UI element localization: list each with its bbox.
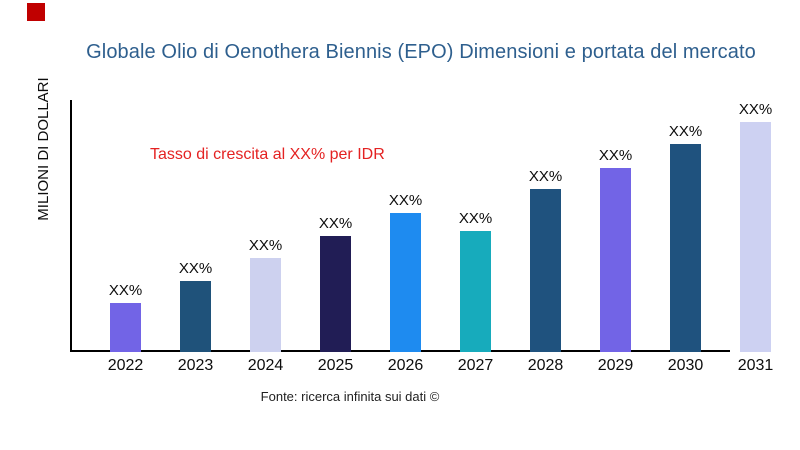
bar-value-label-2030: XX% (668, 123, 703, 140)
bar-value-label-2025: XX% (318, 215, 353, 232)
bar-value-label-2027: XX% (458, 210, 493, 227)
x-tick-label-2030: 2030 (667, 357, 704, 374)
bar-2025 (320, 236, 351, 352)
x-tick-label-2031: 2031 (737, 357, 774, 374)
source-note: Fonte: ricerca infinita sui dati © (260, 389, 440, 404)
x-tick-label-2027: 2027 (457, 357, 494, 374)
bar-2024 (250, 258, 281, 352)
x-tick-label-2028: 2028 (527, 357, 564, 374)
bar-2031 (740, 122, 771, 352)
x-tick-label-2024: 2024 (247, 357, 284, 374)
brand-red-square (27, 3, 45, 21)
x-tick-label-2025: 2025 (317, 357, 354, 374)
bar-value-label-2023: XX% (178, 260, 213, 277)
bar-2022 (110, 303, 141, 352)
bar-2029 (600, 168, 631, 352)
x-tick-label-2029: 2029 (597, 357, 634, 374)
bar-2027 (460, 231, 491, 352)
x-tick-label-2022: 2022 (107, 357, 144, 374)
bar-value-label-2024: XX% (248, 237, 283, 254)
bar-value-label-2029: XX% (598, 147, 633, 164)
bar-value-label-2022: XX% (108, 282, 143, 299)
x-tick-label-2023: 2023 (177, 357, 214, 374)
bar-2023 (180, 281, 211, 352)
x-tick-label-2026: 2026 (387, 357, 424, 374)
bar-2030 (670, 144, 701, 352)
bar-value-label-2028: XX% (528, 168, 563, 185)
bar-value-label-2031: XX% (738, 101, 773, 118)
y-axis-title: MILIONI DI DOLLARI (35, 77, 52, 221)
chart-title: Globale Olio di Oenothera Biennis (EPO) … (86, 41, 756, 63)
growth-rate-annotation: Tasso di crescita al XX% per IDR (150, 146, 385, 163)
y-axis-line (70, 100, 72, 352)
bar-2028 (530, 189, 561, 352)
bar-value-label-2026: XX% (388, 192, 423, 209)
bar-2026 (390, 213, 421, 352)
